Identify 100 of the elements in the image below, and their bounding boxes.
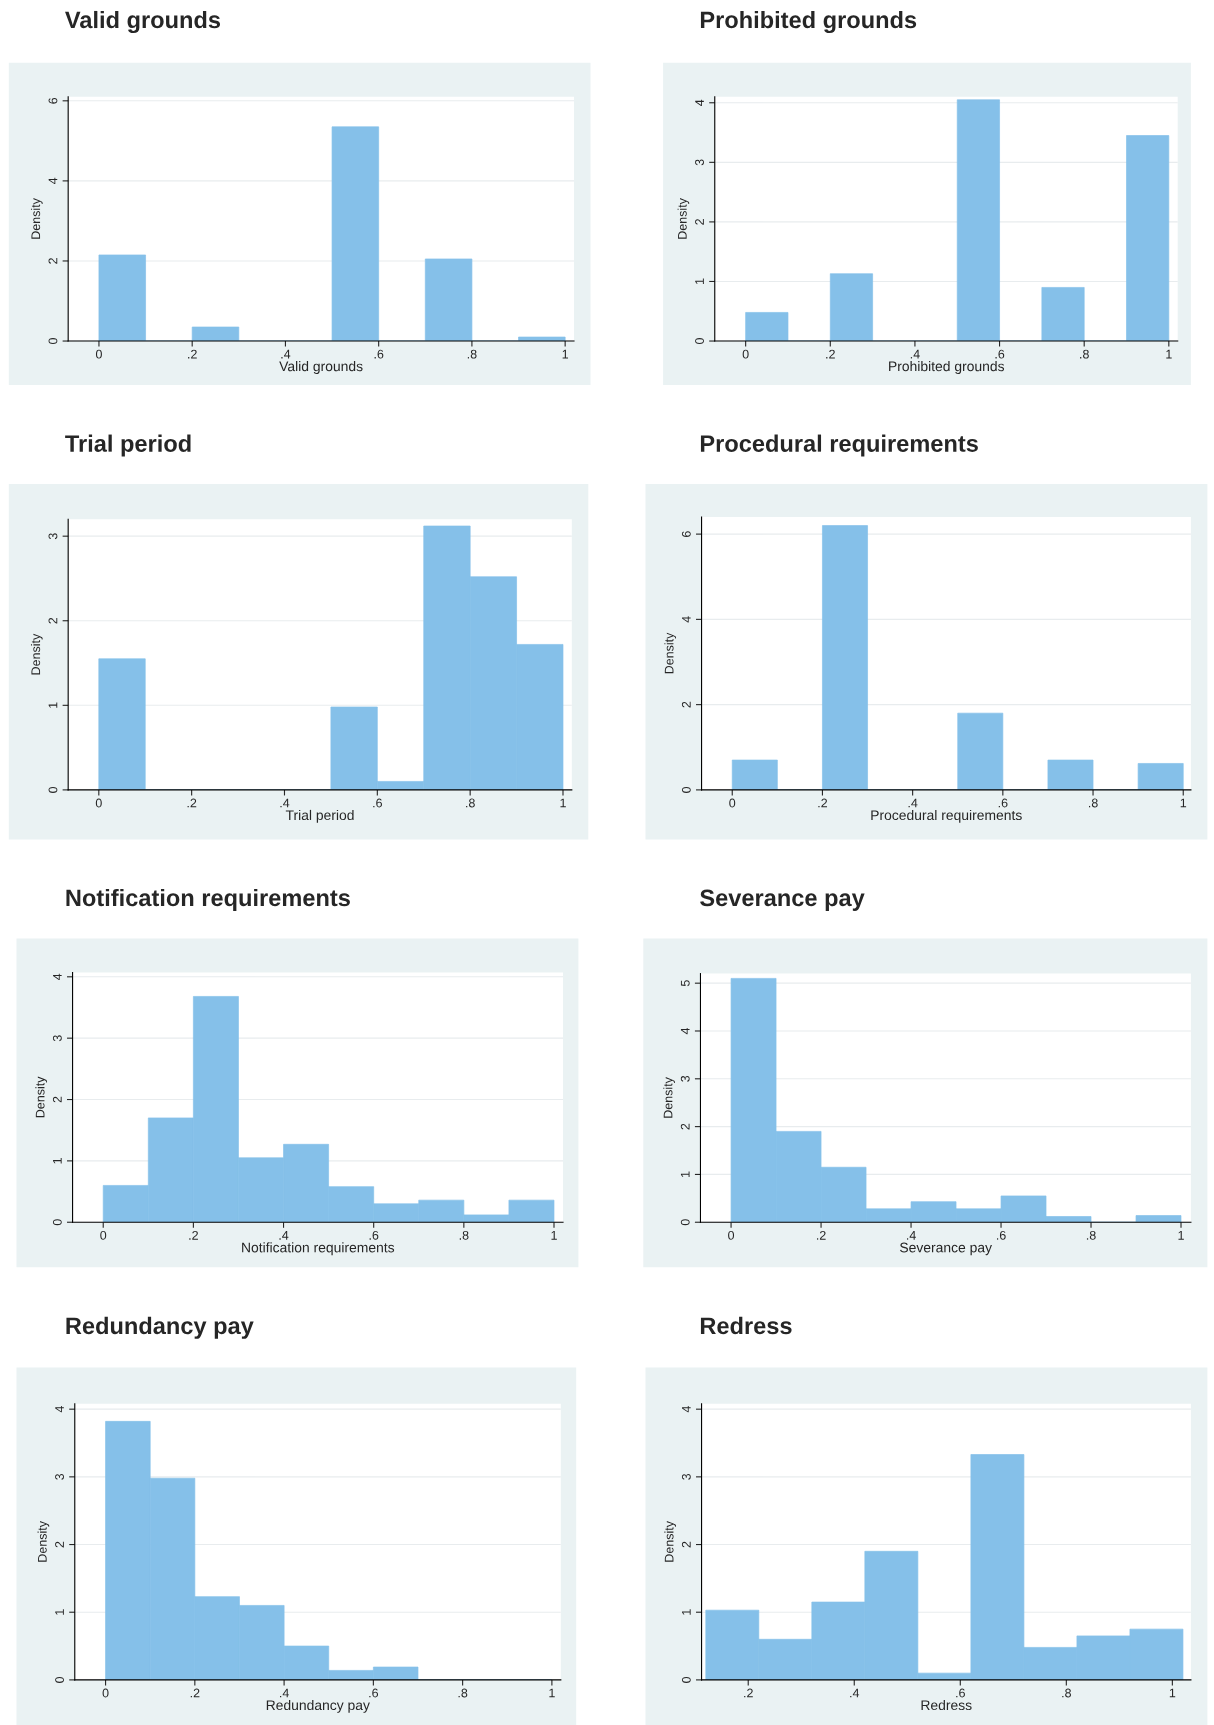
y-tick-label: 1 [695,278,704,284]
y-tick-label: 6 [681,531,691,537]
chart-title: Redundancy pay [66,1316,254,1339]
x-axis-title: Trial period [285,809,354,823]
y-tick-label: 2 [48,617,58,624]
x-tick-label: 0 [729,798,736,808]
chart-title: Notification requirements [66,888,350,911]
y-tick-label: 3 [695,159,704,166]
x-tick-label: .2 [190,1688,200,1698]
y-tick-label: 4 [53,973,62,980]
x-tick-label: .2 [187,798,197,808]
x-tick-label: .2 [189,1230,198,1240]
chart-title: Procedural requirements [700,434,978,457]
y-tick-label: 3 [52,1035,62,1042]
y-tick-label: 3 [55,1473,64,1480]
x-tick-label: 1 [549,1688,555,1698]
y-tick-label: 4 [55,1406,64,1413]
y-tick-label: 0 [680,1219,690,1226]
chart-title: Redress [700,1316,792,1335]
x-tick-label: 0 [102,1688,109,1698]
x-tick-label: .6 [369,1688,379,1698]
x-tick-label: 1 [560,798,566,808]
x-tick-label: .4 [281,349,291,359]
x-tick-label: 1 [551,1231,557,1240]
x-tick-label: .8 [459,1230,469,1240]
x-tick-label: .4 [280,1688,289,1698]
y-tick-label: 1 [48,702,58,708]
y-tick-label: 2 [681,1541,691,1548]
y-tick-label: 2 [695,219,704,225]
x-tick-label: .8 [1062,1688,1071,1698]
y-tick-label: 4 [682,616,691,623]
y-axis-title: Density [664,1521,677,1562]
y-tick-label: 1 [53,1158,62,1164]
y-axis-title: Density [35,1076,48,1118]
x-tick-label: 1 [1169,1688,1176,1698]
x-tick-label: .8 [1086,1230,1096,1240]
x-tick-label: 0 [95,798,102,808]
chart-title: Prohibited grounds [700,10,917,34]
x-tick-label: .6 [996,1230,1006,1240]
x-tick-label: .6 [373,798,382,808]
x-tick-label: .6 [369,1230,379,1240]
y-tick-label: 0 [681,1676,691,1683]
chart-title: Trial period [65,434,191,457]
x-axis-title: Procedural requirements [871,809,1022,823]
x-axis-title: Severance pay [900,1242,992,1256]
x-tick-label: .8 [466,798,475,808]
x-tick-label: 1 [1178,1231,1184,1240]
y-tick-label: 4 [682,1406,691,1413]
y-tick-label: 4 [48,177,58,185]
x-tick-label: .6 [995,349,1005,359]
y-axis-title: Density [663,1077,675,1118]
x-tick-label: .4 [906,1231,916,1240]
x-tick-label: .2 [826,349,835,359]
x-tick-label: .6 [998,798,1008,808]
chart-title: Severance pay [700,889,865,911]
y-tick-label: 0 [48,338,58,345]
x-tick-label: .8 [467,349,477,359]
y-tick-label: 1 [682,1609,691,1615]
y-tick-label: 4 [680,1027,690,1035]
x-tick-label: 0 [728,1230,735,1240]
y-axis-title: Density [664,632,677,674]
y-tick-label: 2 [680,1123,690,1130]
y-tick-label: 2 [52,1096,62,1103]
y-tick-label: 3 [681,1473,691,1480]
y-tick-label: 0 [695,338,704,345]
y-tick-label: 2 [48,258,58,264]
x-tick-label: .8 [1080,349,1089,359]
y-tick-label: 0 [55,1676,64,1683]
x-tick-label: .2 [744,1688,753,1698]
x-tick-label: 0 [95,349,102,359]
x-axis-title: Prohibited grounds [889,361,1005,374]
x-tick-label: .6 [956,1688,965,1698]
x-axis-title: Valid grounds [279,361,363,374]
x-tick-label: .2 [188,349,197,359]
y-tick-label: 6 [48,97,58,104]
x-tick-label: 0 [100,1230,107,1240]
chart-title: Valid grounds [65,10,221,34]
y-tick-label: 0 [52,1219,62,1226]
y-tick-label: 0 [48,786,58,793]
y-tick-label: 1 [55,1609,64,1615]
x-tick-label: .4 [280,798,290,808]
y-tick-label: 5 [680,980,690,987]
x-tick-label: 1 [1180,798,1187,808]
y-axis-title: Density [37,1521,50,1562]
y-tick-label: 2 [681,701,691,708]
y-tick-label: 2 [55,1541,64,1548]
x-tick-label: .8 [1088,798,1098,808]
x-tick-label: .2 [818,798,828,808]
y-tick-label: 3 [48,533,58,540]
x-tick-label: 1 [1166,349,1172,359]
x-tick-label: .4 [908,798,918,808]
y-tick-label: 4 [695,99,704,106]
y-tick-label: 1 [680,1171,690,1177]
y-axis-title: Density [677,198,690,239]
y-tick-label: 3 [680,1075,690,1082]
x-tick-label: .4 [850,1688,860,1698]
x-tick-label: .2 [816,1230,826,1240]
x-tick-label: .4 [910,349,920,359]
y-axis-title: Density [30,198,43,239]
x-axis-title: Redundancy pay [266,1699,370,1713]
